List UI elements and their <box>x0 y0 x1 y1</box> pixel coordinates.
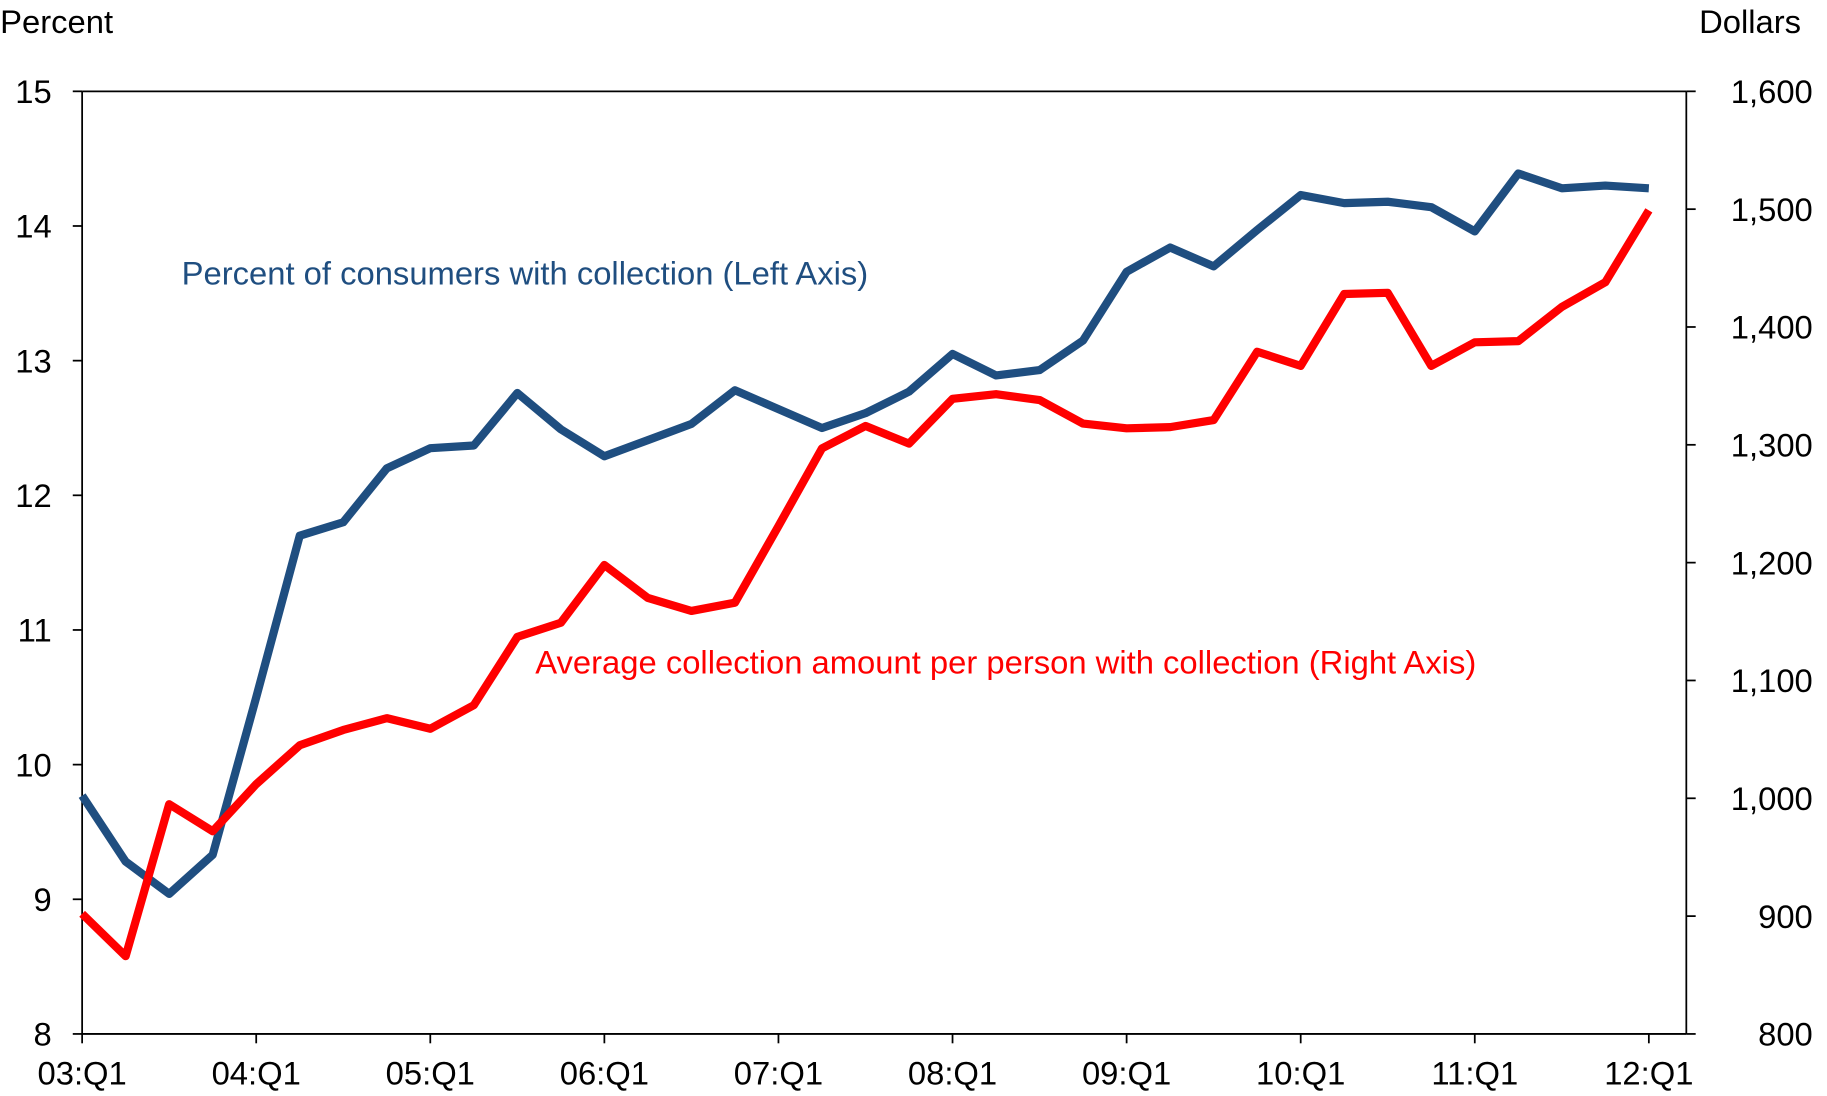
y2-tick-label: 1,100 <box>1731 662 1813 699</box>
y-tick-label: 15 <box>15 73 51 110</box>
annotation: Average collection amount per person wit… <box>535 643 1476 680</box>
y-tick-label: 12 <box>15 477 51 514</box>
y2-tick-label: 1,000 <box>1731 780 1813 817</box>
x-tick-label: 03:Q1 <box>37 1054 126 1091</box>
x-tick-label: 09:Q1 <box>1082 1054 1171 1091</box>
y2-axis-title: Dollars <box>1699 3 1801 40</box>
x-tick-label: 11:Q1 <box>1431 1054 1518 1091</box>
series-line <box>78 169 1650 898</box>
x-tick-label: 05:Q1 <box>386 1054 475 1091</box>
y-axis-title: Percent <box>0 3 113 40</box>
y-tick-label: 13 <box>15 342 51 379</box>
y2-tick-label: 1,500 <box>1731 191 1813 228</box>
y-tick-label: 14 <box>15 208 51 245</box>
y-tick-label: 9 <box>33 881 51 918</box>
x-tick-label: 04:Q1 <box>212 1054 301 1091</box>
y2-tick-label: 1,400 <box>1731 309 1813 346</box>
x-tick-label: 10:Q1 <box>1256 1054 1345 1091</box>
y-tick-label: 8 <box>33 1016 51 1053</box>
y2-tick-label: 1,300 <box>1731 427 1813 464</box>
series-line <box>79 208 1653 961</box>
y2-tick-label: 800 <box>1758 1016 1813 1053</box>
annotation: Percent of consumers with collection (Le… <box>182 255 869 292</box>
y-tick-label: 10 <box>15 746 51 783</box>
y2-tick-label: 1,200 <box>1731 544 1813 581</box>
x-tick-label: 06:Q1 <box>560 1054 649 1091</box>
y-tick-label: 11 <box>18 612 52 649</box>
x-tick-label: 08:Q1 <box>908 1054 997 1091</box>
x-tick-label: 12:Q1 <box>1604 1054 1693 1091</box>
y2-tick-label: 1,600 <box>1731 73 1813 110</box>
y2-tick-label: 900 <box>1758 898 1813 935</box>
x-tick-label: 07:Q1 <box>734 1054 823 1091</box>
